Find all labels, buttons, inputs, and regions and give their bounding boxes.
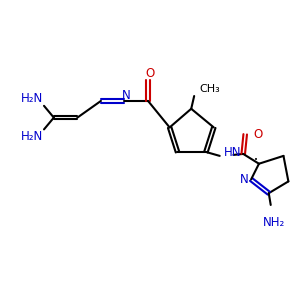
Text: CH₃: CH₃ bbox=[199, 84, 220, 94]
Text: O: O bbox=[146, 67, 154, 80]
Text: N: N bbox=[122, 88, 131, 101]
Text: H₂N: H₂N bbox=[21, 130, 43, 143]
Text: •: • bbox=[254, 157, 258, 163]
Text: NH₂: NH₂ bbox=[262, 216, 285, 229]
Text: O: O bbox=[253, 128, 262, 141]
Text: N: N bbox=[240, 173, 249, 186]
Text: HN: HN bbox=[224, 146, 241, 159]
Text: H₂N: H₂N bbox=[21, 92, 43, 106]
